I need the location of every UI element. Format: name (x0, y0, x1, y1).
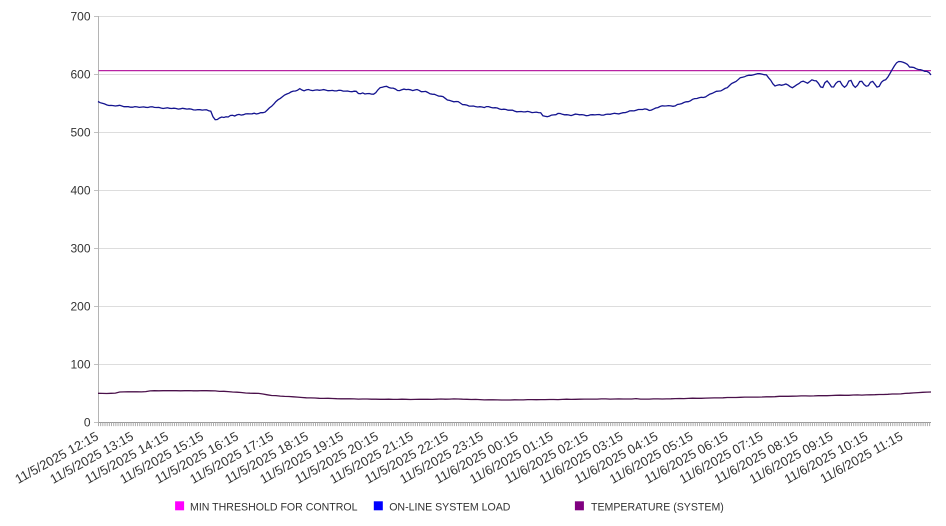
svg-text:ON-LINE SYSTEM LOAD: ON-LINE SYSTEM LOAD (389, 501, 511, 513)
svg-text:MIN THRESHOLD FOR CONTROL: MIN THRESHOLD FOR CONTROL (190, 501, 358, 513)
svg-text:400: 400 (70, 184, 90, 198)
svg-text:0: 0 (84, 416, 91, 430)
svg-text:500: 500 (70, 126, 90, 140)
svg-text:700: 700 (70, 10, 90, 24)
svg-text:TEMPERATURE (SYSTEM): TEMPERATURE (SYSTEM) (591, 501, 724, 513)
svg-text:100: 100 (70, 358, 90, 372)
svg-text:600: 600 (70, 68, 90, 82)
svg-text:200: 200 (70, 300, 90, 314)
svg-text:300: 300 (70, 242, 90, 256)
